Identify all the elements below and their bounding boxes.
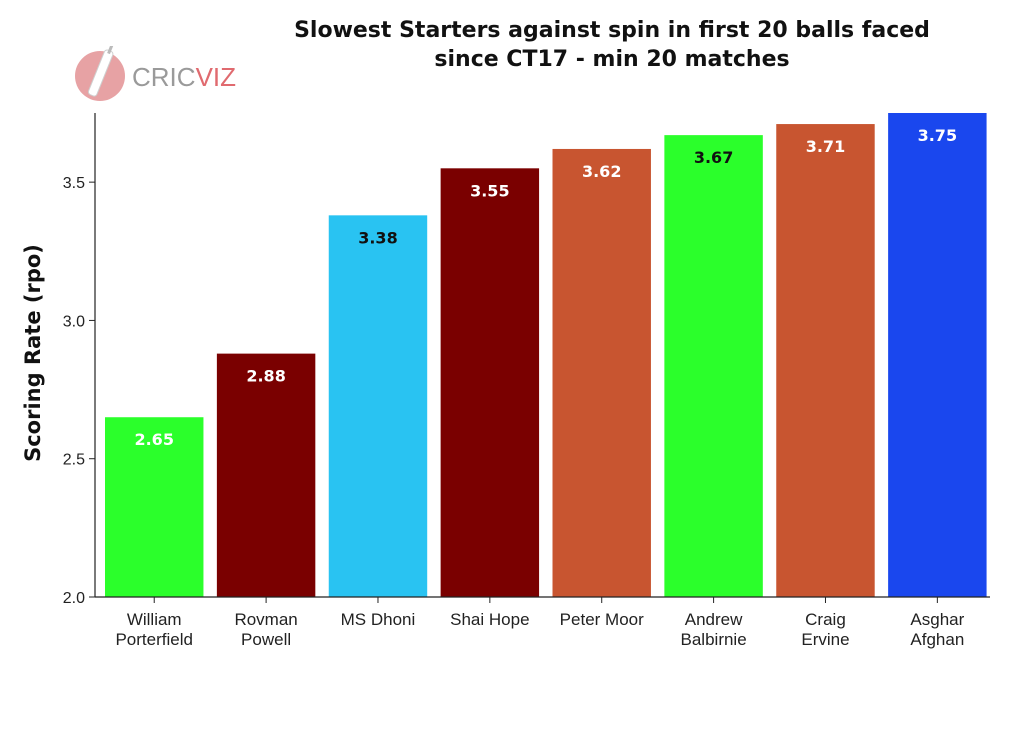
x-tick-label: MS Dhoni: [341, 610, 416, 629]
x-tick-label: Peter Moor: [560, 610, 644, 629]
cricviz-logo: CRICVIZ: [74, 46, 244, 104]
x-tick-label: Andrew Balbirnie: [681, 610, 747, 649]
y-tick-label: 2.0: [63, 590, 85, 607]
bar-value-label: 3.62: [582, 162, 621, 181]
y-tick-label: 3.5: [63, 175, 85, 192]
bar: [664, 135, 763, 597]
cricket-bat-ball-icon: [75, 46, 125, 101]
bar: [776, 124, 875, 597]
x-tick-label: Rovman Powell: [234, 610, 297, 649]
bar: [440, 168, 540, 598]
bar-value-label: 2.65: [134, 430, 173, 449]
y-tick-label: 2.5: [63, 452, 85, 469]
x-tick-label: William Porterfield: [115, 610, 192, 649]
bar-value-label: 3.71: [806, 137, 845, 156]
bar: [552, 148, 651, 597]
chart-title: Slowest Starters against spin in first 2…: [200, 16, 1024, 74]
chart-title-line-1: Slowest Starters against spin in first 2…: [294, 18, 930, 43]
y-tick-label: 3.0: [63, 313, 85, 330]
axes-layer: William Porterfield Rovman Powell MS Dhoni Sh…: [63, 113, 990, 649]
bar-value-label: 3.38: [358, 228, 397, 247]
x-tick-label: Craig Ervine: [801, 610, 849, 649]
bar: [216, 353, 316, 597]
bar-value-label: 3.67: [694, 148, 733, 167]
bars-layer: 2.65 2.88 3.38 3.55 3.62 3.67 3.71 3.75: [105, 113, 987, 598]
x-tick-label: Asghar Afghan: [910, 610, 964, 649]
x-tick-label: Shai Hope: [450, 610, 529, 629]
logo-text-cric: CRIC: [132, 62, 196, 92]
bar: [105, 417, 204, 597]
bar: [888, 113, 987, 597]
logo-text-viz: VIZ: [195, 62, 237, 92]
logo-text: CRICVIZ: [132, 62, 236, 93]
bar-value-label: 3.55: [470, 181, 509, 200]
bar-value-label: 2.88: [246, 367, 285, 386]
chart-title-line-2: since CT17 - min 20 matches: [434, 47, 790, 72]
y-axis-title: Scoring Rate (rpo): [21, 244, 45, 462]
bar: [328, 215, 428, 597]
bar-value-label: 3.75: [918, 126, 957, 145]
